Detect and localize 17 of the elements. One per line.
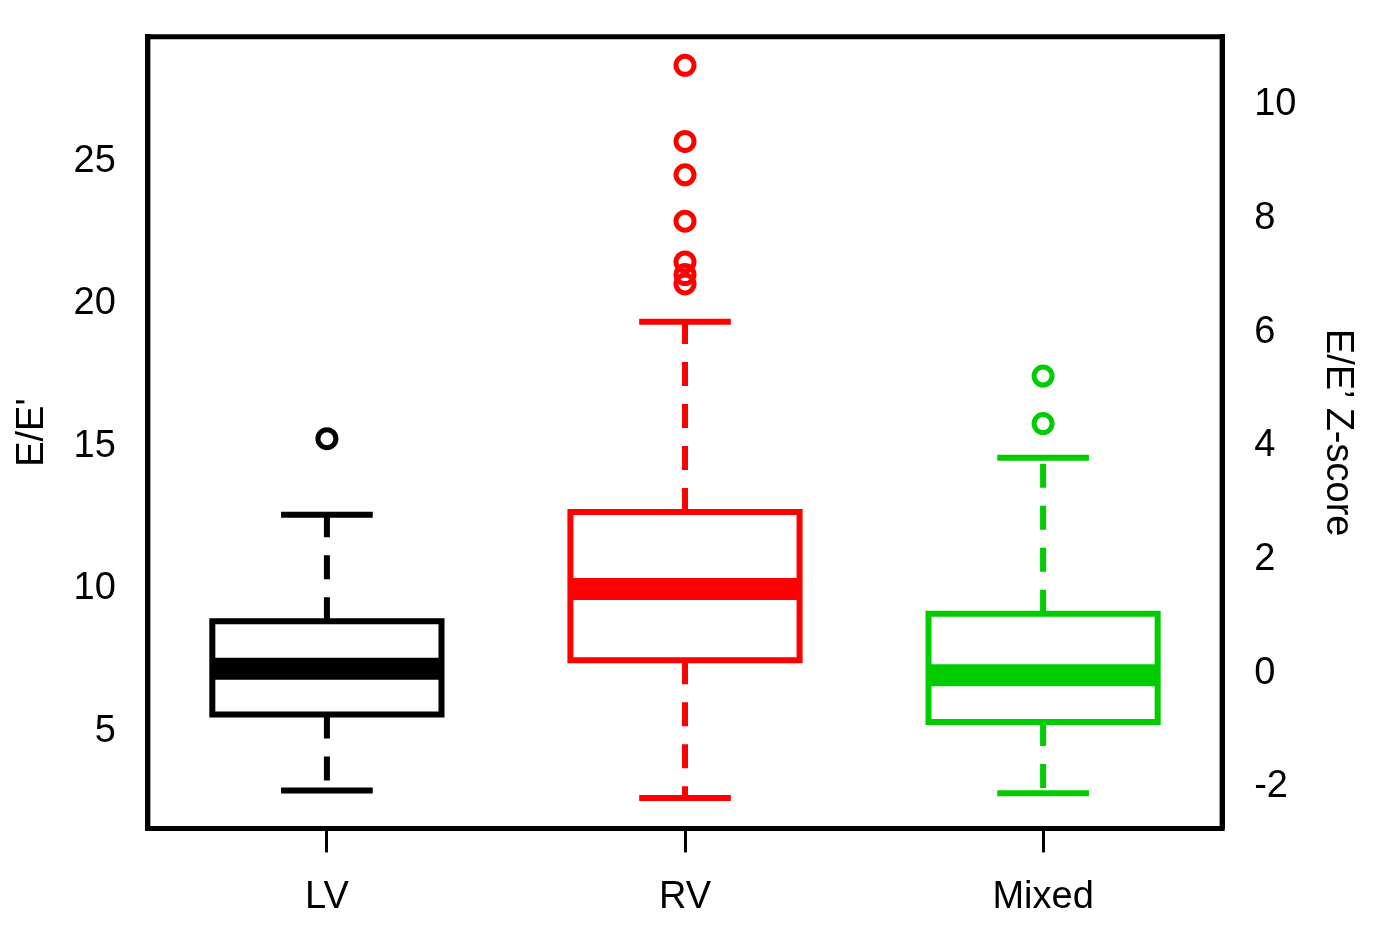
x-tick-label: LV [305, 873, 350, 916]
y2-tick-label: -2 [1254, 763, 1288, 806]
y-tick-label: 10 [73, 565, 116, 608]
y2-tick-label: 4 [1254, 422, 1276, 465]
x-tick-label: RV [658, 873, 712, 916]
y2-tick-label: 6 [1254, 308, 1276, 351]
y-tick-label: 25 [73, 137, 116, 180]
y-tick-label: 5 [94, 707, 116, 750]
y-tick-label: 20 [73, 280, 116, 323]
y-axis-title: E/E' [9, 398, 52, 467]
y-tick-label: 15 [73, 422, 116, 465]
y2-tick-label: 0 [1254, 649, 1276, 692]
y2-tick-label: 2 [1254, 536, 1276, 579]
y2-axis-title: E/E’ Z-score [1318, 328, 1361, 537]
x-tick-label: Mixed [992, 873, 1094, 916]
y2-tick-label: 10 [1254, 81, 1297, 124]
y2-tick-label: 8 [1254, 195, 1276, 238]
